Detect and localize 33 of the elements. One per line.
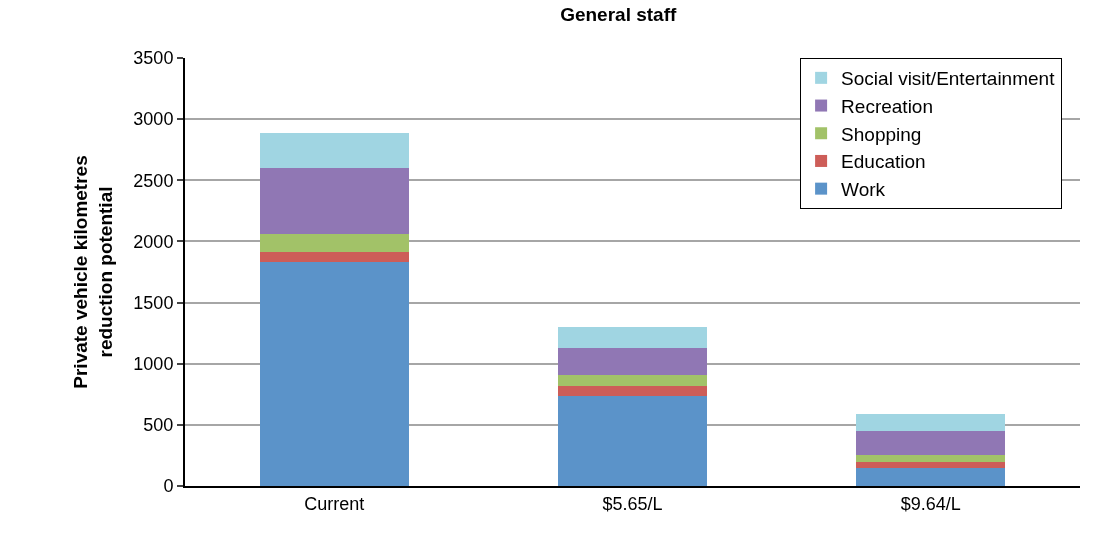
bar (557, 327, 708, 348)
bar (856, 467, 1006, 486)
x-tick-label: Current (304, 493, 365, 514)
y-tick-label: 1500 (133, 292, 174, 313)
bar (259, 234, 409, 253)
legend-label: Shopping (841, 123, 922, 145)
y-tick-label: 500 (143, 415, 174, 436)
bar (259, 262, 409, 486)
y-tick-label: 0 (163, 476, 174, 497)
x-tick-label: $9.64/L (900, 493, 961, 514)
y-tick-label: 2000 (133, 231, 174, 252)
bar (259, 252, 409, 263)
bar (557, 374, 708, 386)
bar (557, 347, 708, 375)
legend-label: Social visit/Entertainment (841, 68, 1056, 90)
bar (259, 168, 409, 235)
bar (856, 461, 1006, 468)
bar (856, 413, 1006, 431)
legend-label: Education (841, 151, 926, 173)
chart-title: General staff (560, 4, 677, 26)
y-tick-label: 2500 (133, 170, 174, 191)
bar (856, 430, 1006, 456)
bar (557, 395, 708, 486)
legend-label: Recreation (841, 95, 933, 117)
bar (557, 385, 708, 396)
x-tick-label: $5.65/L (602, 493, 663, 514)
bar (856, 455, 1006, 462)
y-tick-label: 3500 (133, 48, 174, 69)
y-axis-title: Private vehicle kilometres reduction potential (70, 155, 116, 389)
legend-label: Work (841, 179, 886, 201)
y-tick-label: 3000 (133, 109, 174, 130)
y-tick-label: 1000 (133, 354, 174, 375)
bar (259, 132, 409, 169)
